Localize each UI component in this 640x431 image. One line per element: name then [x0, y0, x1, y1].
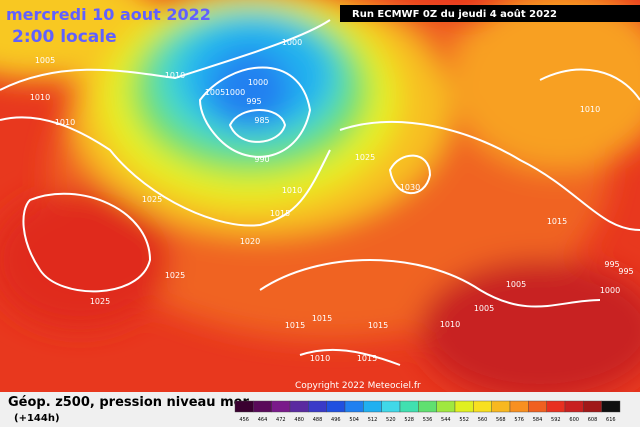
run-box [340, 5, 640, 22]
isobar-label: 1010 [282, 186, 302, 195]
isobar-label: 1000 [282, 38, 302, 47]
isobar-label: 995 [246, 97, 261, 106]
scale-label: 560 [478, 417, 488, 423]
field [0, 0, 640, 400]
isobar-label: 1005 [506, 280, 526, 289]
scale-label: 496 [331, 417, 341, 423]
isobar-label: 995 [618, 267, 633, 276]
scale-label: 584 [533, 417, 543, 423]
scale-swatch [326, 400, 346, 413]
isobar-label: 1000 [225, 88, 245, 97]
time: 2:00 locale [12, 27, 117, 47]
scale-swatch [308, 400, 327, 413]
run-text: Run ECMWF 0Z du jeudi 4 août 2022 [352, 8, 557, 20]
isobar-label: 1015 [270, 209, 290, 218]
isobar-label: 1025 [355, 153, 375, 162]
scale-label: 472 [276, 417, 286, 423]
isobar-label: 1025 [165, 271, 185, 280]
scale-swatch [363, 400, 382, 413]
scale-swatch [583, 400, 602, 413]
lead-time: (+144h) [14, 413, 60, 424]
scale-label: 512 [368, 417, 378, 423]
scale-swatch [418, 400, 437, 413]
isobar-label: 1015 [547, 217, 567, 226]
scale-swatch [399, 400, 419, 413]
isobar-label: 1000 [600, 286, 620, 295]
scale-swatch [473, 400, 492, 413]
isobar-label: 1000 [248, 78, 268, 87]
scale-label: 552 [459, 417, 469, 423]
scale-label: 544 [441, 417, 451, 423]
scale-label: 464 [258, 417, 268, 423]
isobar-label: 1020 [240, 237, 260, 246]
isobar-label: 1010 [580, 105, 600, 114]
scale-swatch [564, 400, 584, 413]
scale-swatch [454, 400, 474, 413]
isobar-label: 1015 [312, 314, 332, 323]
scale-label: 576 [514, 417, 524, 423]
scale-swatch [344, 400, 364, 413]
scale-swatch [528, 400, 547, 413]
isobar-label: 1010 [310, 354, 330, 363]
scale-label: 456 [239, 417, 249, 423]
scale-label: 520 [386, 417, 396, 423]
scale-label: 528 [404, 417, 414, 423]
isobar-label: 1025 [90, 297, 110, 306]
copyright: Copyright 2022 Meteociel.fr [295, 381, 421, 391]
isobar-label: 1015 [357, 354, 377, 363]
scale-label: 568 [496, 417, 506, 423]
scale-label: 504 [349, 417, 359, 423]
footer-title: Géop. z500, pression niveau mer [8, 395, 249, 410]
isobar-label: 1025 [142, 195, 162, 204]
isobar-label: 1005 [35, 56, 55, 65]
date: mercredi 10 aout 2022 [6, 5, 211, 24]
scale-label: 592 [551, 417, 561, 423]
isobar-label: 1005 [474, 304, 494, 313]
scale-label: 536 [423, 417, 433, 423]
scale-swatch [546, 400, 566, 413]
isobar-label: 1010 [440, 320, 460, 329]
scale-label: 608 [588, 417, 598, 423]
isobar-label: 1015 [285, 321, 305, 330]
scale-swatch [253, 400, 272, 413]
isobar-label: 985 [254, 116, 269, 125]
scale-swatch [234, 400, 254, 413]
isobar-label: 1010 [30, 93, 50, 102]
scale-swatch [601, 400, 621, 413]
isobar-label: 990 [254, 155, 269, 164]
scale-label: 616 [606, 417, 616, 423]
scale-swatch [491, 400, 511, 413]
color-scale: 456 464 472 480 488 496 504 512 520 528 536 544 552 5… [234, 400, 621, 423]
scale-swatch [289, 400, 309, 413]
isobar-label: 995 [604, 260, 619, 269]
scale-swatch [436, 400, 456, 413]
isobar-label: 1030 [400, 183, 420, 192]
scale-swatch [509, 400, 529, 413]
isobar-label: 1005 [205, 88, 225, 97]
scale-label: 480 [294, 417, 304, 423]
isobar-label: 1010 [55, 118, 75, 127]
isobar-label: 1015 [368, 321, 388, 330]
scale-label: 600 [569, 417, 579, 423]
scale-swatch [271, 400, 291, 413]
isobar-label: 1010 [165, 71, 185, 80]
scale-label: 488 [313, 417, 323, 423]
scale-swatch [381, 400, 401, 413]
isobars [0, 19, 640, 366]
